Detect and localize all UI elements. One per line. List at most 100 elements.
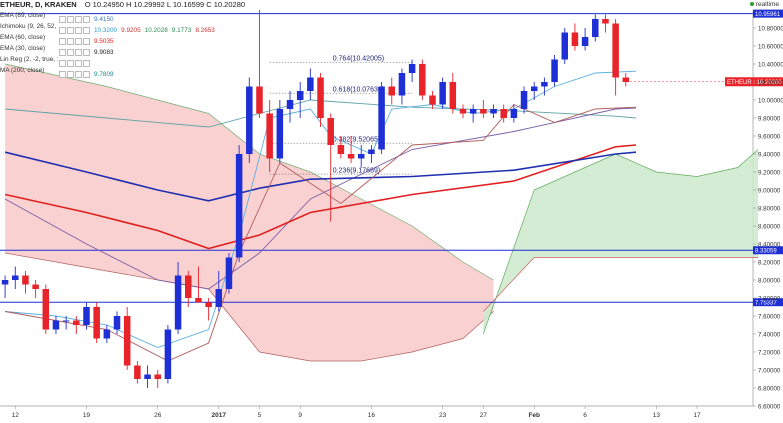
y-tick-label: 8.60000	[758, 223, 781, 230]
ma200-line	[4, 107, 637, 290]
candle-body	[357, 154, 365, 159]
lock-icon[interactable]	[75, 15, 82, 23]
x-tick-label: 23	[439, 412, 447, 419]
eye-icon[interactable]	[59, 15, 66, 23]
y-tick-label: 6.60000	[758, 403, 781, 410]
close-icon[interactable]	[83, 70, 90, 78]
eye-icon[interactable]	[59, 70, 66, 78]
candle-body	[1, 280, 9, 285]
y-tick-label: 7.40000	[758, 331, 781, 338]
candle-body	[490, 109, 497, 114]
candle-body	[622, 77, 630, 82]
lock-icon[interactable]	[75, 26, 82, 34]
candle-body	[246, 86, 253, 154]
indicator-label: MA (200, close)	[0, 67, 45, 74]
gear-icon[interactable]	[67, 48, 74, 56]
candle-body	[347, 154, 355, 159]
last-price-label: ETHEUR : 10.20280	[727, 80, 782, 86]
candle-body	[52, 320, 60, 330]
close-icon[interactable]	[83, 48, 90, 56]
eye-icon[interactable]	[59, 37, 66, 45]
candle-body	[459, 109, 467, 114]
lock-icon[interactable]	[75, 70, 82, 78]
candle-body	[123, 316, 131, 366]
indicator-row[interactable]: Lin Reg (2, -2, true, 100, close)	[0, 55, 94, 67]
candle-body	[276, 109, 284, 159]
candle-body	[469, 109, 477, 114]
y-tick-label: 7.20000	[758, 349, 781, 356]
eye-icon[interactable]	[59, 59, 66, 67]
y-tick-label: 8.40000	[758, 241, 781, 248]
y-tick-label: 9.80000	[758, 115, 781, 122]
indicator-row[interactable]: EMA (60, close) 9.5035	[0, 33, 114, 45]
horizontal-level-tag	[753, 246, 783, 255]
indicator-row[interactable]: Ichimoku (9, 26, 52, 26) 10.32009.920510.…	[0, 22, 215, 34]
fib-level-label: 0.382(9.52065)	[333, 137, 380, 144]
indicator-row[interactable]: EMA (30, close) 9.9083	[0, 44, 114, 56]
lock-icon[interactable]	[75, 59, 82, 67]
y-tick-label: 10.00000	[758, 97, 783, 104]
candle-body	[480, 109, 487, 114]
candle-body	[32, 284, 39, 289]
y-tick-label: 7.80000	[758, 295, 781, 302]
candle-body	[510, 109, 518, 118]
title-bar: ETHEUR, D, KRAKEN O 10.24950 H 10.29992 …	[0, 0, 753, 10]
y-tick-label: 8.80000	[758, 205, 781, 212]
gear-icon[interactable]	[67, 26, 74, 34]
gear-icon[interactable]	[67, 37, 74, 45]
y-tick-label: 9.20000	[758, 169, 781, 176]
candle-body	[286, 100, 294, 109]
candle-body	[42, 289, 50, 330]
candle-body	[103, 329, 111, 339]
candle-body	[296, 91, 304, 100]
candle-body	[571, 32, 579, 46]
indicator-value: 9.5035	[94, 38, 114, 45]
candle-body	[154, 374, 161, 379]
fib-level-label: 0.618(10.07630)	[333, 87, 384, 94]
x-tick-label: 19	[83, 412, 91, 419]
indicator-row[interactable]: EMA (89, close) 9.4150	[0, 11, 114, 23]
eye-icon[interactable]	[59, 48, 66, 56]
candle-body	[266, 113, 273, 159]
candle-body	[225, 257, 233, 289]
candle-body	[184, 275, 192, 298]
candle-body	[144, 374, 151, 379]
gear-icon[interactable]	[67, 70, 74, 78]
candle-body	[317, 77, 324, 118]
close-icon[interactable]	[83, 15, 90, 23]
lock-icon[interactable]	[75, 48, 82, 56]
close-icon[interactable]	[83, 26, 90, 34]
candle-body	[398, 73, 406, 96]
indicator-value: 9.9205	[121, 27, 141, 34]
candle-body	[408, 64, 416, 73]
eye-icon[interactable]	[59, 26, 66, 34]
ichimoku-span-a-future	[482, 149, 759, 335]
symbol-label: ETHEUR, D, KRAKEN	[0, 0, 77, 9]
ichimoku-cloud-bearish	[5, 64, 494, 361]
x-tick-label: 13	[653, 412, 661, 419]
x-tick-label: 12	[12, 412, 20, 419]
indicator-value: 10.3200	[94, 27, 118, 34]
gear-icon[interactable]	[67, 15, 74, 23]
gear-icon[interactable]	[67, 59, 74, 67]
y-tick-label: 7.00000	[758, 367, 781, 374]
candle-body	[337, 145, 345, 154]
ema60-line	[4, 144, 637, 250]
close-icon[interactable]	[83, 59, 90, 67]
indicator-row[interactable]: MA (200, close) 9.7809	[0, 66, 114, 78]
horizontal-level-label: 10.95961	[755, 12, 781, 18]
indicator-value: 10.2028	[144, 27, 168, 34]
horizontal-level-tag	[753, 9, 783, 18]
close-icon[interactable]	[83, 37, 90, 45]
ema30-line	[4, 151, 637, 202]
lock-icon[interactable]	[75, 37, 82, 45]
realtime-indicator: realtime	[749, 0, 779, 9]
candle-body	[612, 23, 619, 78]
candle-body	[429, 95, 436, 105]
candle-body	[530, 86, 538, 91]
y-tick-label: 7.60000	[758, 313, 781, 320]
candle-body	[83, 307, 90, 325]
candle-body	[235, 154, 243, 258]
